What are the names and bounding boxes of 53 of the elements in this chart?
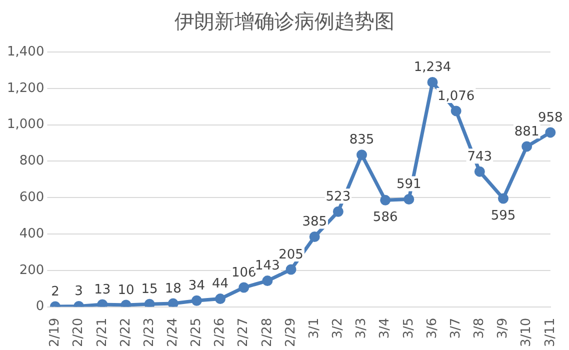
x-tick-label: 2/19 <box>48 318 63 348</box>
data-label: 10 <box>118 282 134 298</box>
data-label: 205 <box>278 247 304 262</box>
data-label: 586 <box>372 210 398 226</box>
y-tick-label: 0 <box>36 299 44 314</box>
y-tick-label: 1,400 <box>7 44 44 60</box>
data-label: 106 <box>231 265 256 280</box>
x-tick-label: 3/10 <box>519 318 534 348</box>
data-label: 1,234 <box>414 60 452 76</box>
x-tick-label: 2/26 <box>212 318 228 348</box>
data-label: 18 <box>164 281 182 296</box>
x-tick-label: 2/28 <box>260 318 275 348</box>
x-tick-label: 2/20 <box>71 318 86 348</box>
x-tick-label: 3/9 <box>496 318 511 339</box>
data-label: 385 <box>302 214 328 230</box>
x-tick-label: 2/24 <box>165 318 180 348</box>
data-label: 44 <box>212 276 229 292</box>
data-label: 1,076 <box>437 88 475 104</box>
y-tick-label: 200 <box>19 262 44 278</box>
x-tick-label: 3/7 <box>448 318 464 339</box>
data-label: 591 <box>396 177 422 192</box>
data-label: 143 <box>255 258 280 274</box>
x-tick-label: 2/22 <box>118 318 134 348</box>
x-tick-label: 2/21 <box>94 318 110 348</box>
data-label: 835 <box>349 132 374 148</box>
data-label: 15 <box>141 282 158 297</box>
x-tick-label: 2/29 <box>283 318 298 348</box>
y-tick-label: 1,000 <box>7 117 44 132</box>
data-label: 3 <box>74 284 83 300</box>
chart-title: 伊朗新增确诊病例趋势图 <box>174 8 396 35</box>
data-label: 2 <box>51 284 60 300</box>
data-label: 13 <box>94 282 111 298</box>
x-tick-label: 3/4 <box>378 318 393 339</box>
data-label: 743 <box>467 149 492 164</box>
x-tick-label: 2/25 <box>189 318 204 348</box>
data-label: 881 <box>514 124 540 140</box>
x-tick-label: 3/2 <box>330 318 346 339</box>
x-tick-label: 3/5 <box>401 318 416 339</box>
x-tick-label: 3/6 <box>424 318 440 339</box>
y-tick-label: 600 <box>19 190 44 205</box>
data-label: 958 <box>538 110 563 126</box>
x-tick-label: 3/3 <box>354 318 370 339</box>
data-label: 595 <box>490 208 516 224</box>
x-tick-label: 3/11 <box>542 318 558 348</box>
data-label: 34 <box>188 278 205 294</box>
y-tick-label: 1,200 <box>7 80 44 96</box>
x-tick-label: 2/23 <box>142 318 157 348</box>
y-tick-label: 800 <box>19 154 44 169</box>
x-tick-label: 3/8 <box>472 318 488 339</box>
y-tick-label: 400 <box>19 226 44 242</box>
x-tick-label: 3/1 <box>306 318 322 339</box>
data-label: 523 <box>326 189 351 204</box>
x-tick-label: 2/27 <box>236 318 252 348</box>
